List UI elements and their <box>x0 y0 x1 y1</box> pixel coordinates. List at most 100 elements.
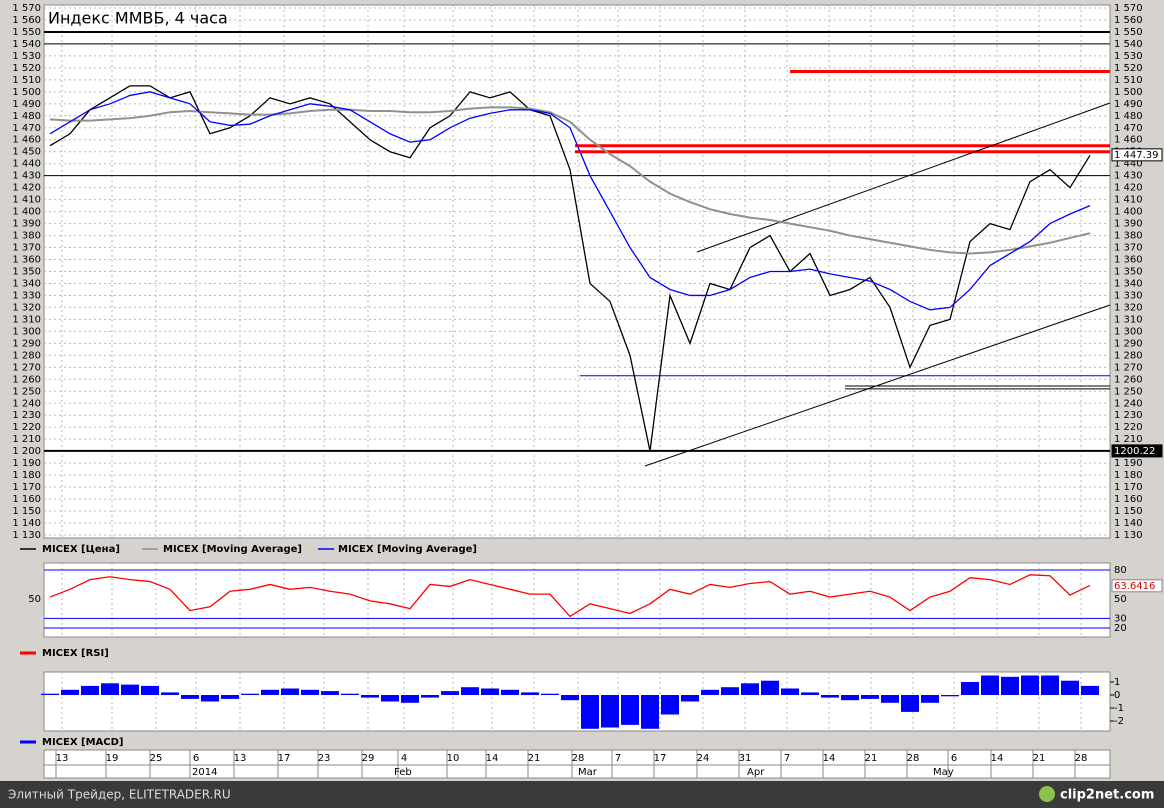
y-tick-label: 1 520 <box>1114 63 1143 74</box>
y-tick-label-left: 1 150 <box>12 506 41 517</box>
y-tick-label-left: 1 360 <box>12 255 41 266</box>
date-label: 31 <box>739 753 752 764</box>
series-line <box>49 106 1091 255</box>
date-label: 21 <box>1033 753 1046 764</box>
y-tick-label-left: 1 560 <box>12 15 41 26</box>
y-tick-label: 1 280 <box>1114 350 1143 361</box>
y-tick-label-left: 1 370 <box>12 243 41 254</box>
date-label: 23 <box>318 753 331 764</box>
footer-brand: clip2net.com <box>1060 788 1154 803</box>
y-tick-label: 1 440 <box>1114 159 1143 170</box>
macd-bar <box>481 688 499 696</box>
y-tick-label: 1 490 <box>1114 99 1143 110</box>
footer-source: Элитный Трейдер, ELITETRADER.RU <box>8 788 231 802</box>
date-label: 28 <box>572 753 585 764</box>
y-tick-label: 1 460 <box>1114 135 1143 146</box>
legend-label: MICEX [RSI] <box>42 648 109 659</box>
date-label: 7 <box>615 753 621 764</box>
macd-bar <box>801 692 819 696</box>
y-tick-label: 1 260 <box>1114 374 1143 385</box>
y-tick-label: 30 <box>1114 613 1127 624</box>
macd-bar <box>341 693 359 696</box>
legend-label: MICEX [Цена] <box>42 544 120 555</box>
y-tick-label: 1 510 <box>1114 75 1143 86</box>
y-tick-label-left: 1 520 <box>12 63 41 74</box>
y-tick-label-left: 1 280 <box>12 350 41 361</box>
macd-bar <box>681 695 699 702</box>
y-tick-label: 1 270 <box>1114 362 1143 373</box>
macd-bar <box>941 695 959 697</box>
macd-bar <box>61 689 79 696</box>
macd-bar <box>781 688 799 696</box>
y-tick-label-left: 1 260 <box>12 374 41 385</box>
y-tick-label: 50 <box>1114 594 1127 605</box>
y-tick-label-left: 1 210 <box>12 434 41 445</box>
y-tick-label: -1 <box>1114 703 1124 714</box>
footer-bar <box>0 781 1164 808</box>
y-tick-label-left: 1 310 <box>12 314 41 325</box>
macd-bar <box>221 695 239 699</box>
macd-bar <box>861 695 879 699</box>
date-label: 4 <box>401 753 407 764</box>
macd-bar <box>141 685 159 696</box>
y-tick-label-left: 1 330 <box>12 290 41 301</box>
y-tick-label: -2 <box>1114 716 1124 727</box>
y-tick-label-left: 1 190 <box>12 458 41 469</box>
y-tick-label: 0 <box>1114 690 1120 701</box>
y-tick-label-left: 1 200 <box>12 446 41 457</box>
macd-bar <box>761 680 779 696</box>
macd-bar <box>701 689 719 696</box>
macd-bar <box>921 695 939 703</box>
y-tick-label: 1 420 <box>1114 183 1143 194</box>
rsi-panel <box>43 562 1111 638</box>
y-tick-label: 1 540 <box>1114 39 1143 50</box>
y-tick-label: 1 190 <box>1114 458 1143 469</box>
macd-bar <box>201 695 219 702</box>
y-tick-label-left: 1 220 <box>12 422 41 433</box>
y-tick-label-left: 1 240 <box>12 398 41 409</box>
date-label: 19 <box>106 753 119 764</box>
y-tick-label-left: 1 510 <box>12 75 41 86</box>
macd-bar <box>401 695 419 703</box>
y-tick-label-left: 1 160 <box>12 494 41 505</box>
y-tick-label: 1 210 <box>1114 434 1143 445</box>
date-label: 24 <box>697 753 710 764</box>
month-label: 2014 <box>192 767 217 778</box>
macd-bar <box>641 695 659 729</box>
legend-label: MICEX [MACD] <box>42 737 124 748</box>
series-line <box>49 91 1091 311</box>
date-label: 25 <box>150 753 163 764</box>
y-tick-label: 1 390 <box>1114 219 1143 230</box>
y-tick-label-left: 1 180 <box>12 470 41 481</box>
macd-bar <box>961 682 979 696</box>
y-tick-label-left: 1 340 <box>12 278 41 289</box>
chart-title: Индекс ММВБ, 4 часа <box>48 9 228 28</box>
date-label: 29 <box>362 753 375 764</box>
price-marker-label: 1200.22 <box>1114 446 1155 457</box>
y-tick-label: 1 330 <box>1114 290 1143 301</box>
y-tick-label: 1 230 <box>1114 410 1143 421</box>
price-marker-box <box>1111 148 1163 162</box>
y-tick-label-left: 1 450 <box>12 147 41 158</box>
y-tick-label: 1 150 <box>1114 506 1143 517</box>
macd-bar <box>981 675 999 696</box>
y-tick-label-left: 1 500 <box>12 87 41 98</box>
y-tick-label-left: 1 380 <box>12 231 41 242</box>
month-label: Mar <box>578 767 598 778</box>
macd-bar <box>101 683 119 696</box>
date-label: 17 <box>654 753 667 764</box>
y-tick-label-left: 1 570 <box>12 3 41 14</box>
y-tick-label: 1 290 <box>1114 338 1143 349</box>
macd-bar <box>581 695 599 729</box>
date-axis <box>43 749 1111 779</box>
y-tick-label-left: 1 230 <box>12 410 41 421</box>
y-tick-label: 1 <box>1114 677 1120 688</box>
y-tick-label-left: 1 250 <box>12 386 41 397</box>
y-tick-label-left: 1 540 <box>12 39 41 50</box>
macd-bar <box>381 695 399 702</box>
date-label: 21 <box>528 753 541 764</box>
y-tick-label: 1 560 <box>1114 15 1143 26</box>
brand-icon <box>1039 786 1055 802</box>
y-tick-label-left: 1 350 <box>12 267 41 278</box>
